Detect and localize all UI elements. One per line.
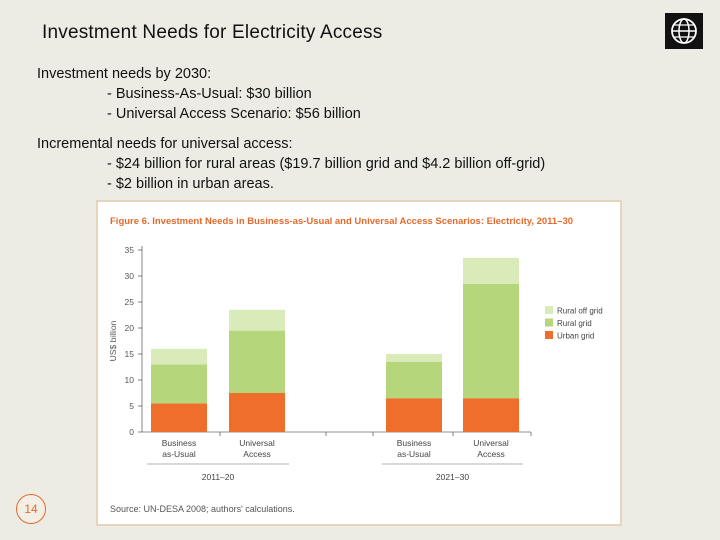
legend-swatch: [545, 331, 553, 339]
world-bank-logo: [665, 13, 703, 49]
category-label: Universal: [473, 438, 509, 448]
category-label: Business: [397, 438, 432, 448]
globe-icon: [671, 18, 697, 44]
bullet-heading-incremental: Incremental needs for universal access:: [37, 136, 293, 152]
bar-segment-rural-off-grid: [386, 354, 442, 362]
legend-label: Rural off grid: [557, 307, 603, 316]
bar-segment-rural-off-grid: [229, 309, 285, 331]
legend-label: Rural grid: [557, 319, 592, 328]
bullet-item-bau: - Business-As-Usual: $30 billion: [107, 86, 312, 102]
bar-segment-urban-grid: [386, 398, 442, 432]
y-tick-label: 10: [125, 375, 135, 385]
chart-source: Source: UN-DESA 2008; authors' calculati…: [110, 504, 295, 514]
legend-swatch: [545, 306, 553, 314]
bullet-heading-investment: Investment needs by 2030:: [37, 66, 212, 82]
category-label: Universal: [239, 438, 275, 448]
group-label: 2021–30: [436, 472, 469, 482]
bar-segment-rural-grid: [229, 330, 285, 393]
bar-segment-urban-grid: [151, 403, 207, 432]
y-axis-label: US$ billion: [108, 320, 118, 361]
bar-segment-rural-grid: [386, 361, 442, 399]
bar-segment-rural-grid: [151, 364, 207, 404]
bar-segment-urban-grid: [229, 393, 285, 432]
category-label: Access: [477, 449, 504, 459]
legend-swatch: [545, 318, 553, 327]
bullet-item-universal: - Universal Access Scenario: $56 billion: [107, 106, 361, 122]
group-label: 2011–20: [202, 472, 235, 482]
figure-panel: Figure 6. Investment Needs in Business-a…: [96, 200, 622, 526]
category-label: as-Usual: [397, 449, 431, 459]
y-tick-label: 25: [125, 297, 135, 307]
slide-title: Investment Needs for Electricity Access: [42, 22, 383, 43]
bar-segment-rural-off-grid: [463, 257, 519, 284]
y-tick-label: 15: [125, 349, 135, 359]
y-tick-label: 0: [129, 427, 134, 437]
y-tick-label: 5: [129, 401, 134, 411]
category-label: Access: [243, 449, 270, 459]
bar-segment-urban-grid: [463, 398, 519, 432]
bullet-item-urban: - $2 billion in urban areas.: [107, 176, 274, 192]
category-label: as-Usual: [162, 449, 196, 459]
stacked-bar-chart: Figure 6. Investment Needs in Business-a…: [108, 216, 603, 514]
bullet-item-rural: - $24 billion for rural areas ($19.7 bil…: [107, 156, 546, 172]
slide-number: 14: [16, 494, 46, 524]
legend-label: Urban grid: [557, 332, 594, 341]
y-tick-label: 30: [125, 271, 135, 281]
bullet-list: Investment needs by 2030: - Business-As-…: [37, 64, 545, 194]
chart-title: Figure 6. Investment Needs in Business-a…: [110, 216, 573, 227]
category-label: Business: [162, 438, 197, 448]
bar-segment-rural-grid: [463, 283, 519, 399]
y-tick-label: 35: [125, 245, 135, 255]
bar-segment-rural-off-grid: [151, 348, 207, 365]
y-tick-label: 20: [125, 323, 135, 333]
